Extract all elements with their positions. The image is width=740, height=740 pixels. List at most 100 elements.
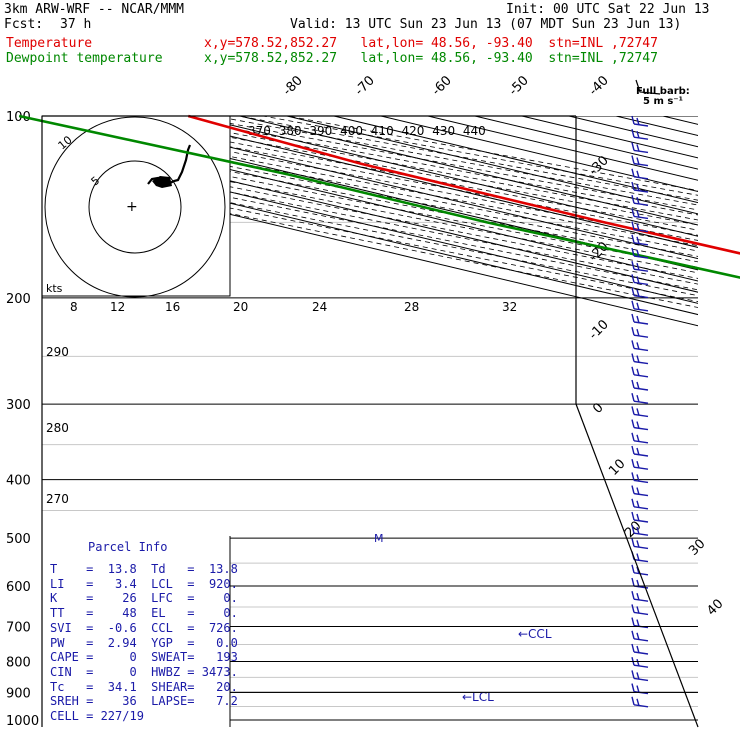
parcel-info-row: TT = 48 EL = 0. [50, 606, 238, 621]
wind-barb [631, 155, 649, 167]
barb-key-label: Full barb: [636, 86, 690, 97]
moist-adiabat [706, 298, 740, 720]
barb-key-icon [635, 79, 661, 95]
series-line-temperature [187, 114, 740, 255]
wind-barb [631, 630, 649, 642]
pressure-label-700: 700 [6, 620, 31, 635]
isotherm [51, 116, 698, 271]
wind-barb [631, 670, 649, 682]
isotherm [427, 116, 698, 181]
wind-barb [631, 379, 649, 391]
pressure-label-800: 800 [6, 655, 31, 670]
isotherm-label: -70 [352, 73, 378, 99]
wind-barb [631, 511, 649, 523]
wind-barb [631, 142, 649, 154]
legend-temperature-name: Temperature [6, 36, 93, 51]
hodograph-speed-label: 12 [110, 300, 125, 314]
wind-barb [631, 340, 649, 352]
wind-barb [631, 498, 649, 510]
theta-label: 270 [46, 492, 69, 506]
isotherm-label: 10 [606, 457, 628, 479]
isotherm [710, 116, 740, 720]
isotherm-label: -60 [429, 73, 455, 99]
wind-barb [631, 696, 649, 708]
isotherm [239, 116, 698, 226]
isotherm [42, 146, 698, 304]
hodograph-speed-label: 8 [70, 300, 78, 314]
isotherm [42, 157, 698, 316]
hodograph-origin-icon: + [126, 199, 138, 215]
legend-temperature-info: x,y=578.52,852.27 lat,lon= 48.56, -93.40… [204, 36, 658, 51]
isotherm-label: 40 [704, 597, 726, 619]
wind-barb [631, 604, 649, 616]
pressure-label-300: 300 [6, 398, 31, 413]
isotherm-label: -50 [506, 73, 532, 99]
wind-barb [631, 459, 649, 470]
wind-barb [631, 538, 649, 550]
wind-barb [631, 287, 649, 299]
hodograph-trace [147, 144, 192, 185]
parcel-info-row: T = 13.8 Td = 13.8 [50, 562, 238, 576]
isotherm [98, 116, 698, 260]
theta-label: 430 [432, 124, 455, 138]
forecast-hours: 37 h [60, 17, 92, 32]
isotherm-label: -30 [586, 153, 612, 179]
dry-adiabat [238, 116, 698, 201]
wind-barb [631, 643, 649, 655]
legend-dewpoint-name: Dewpoint temperature [6, 51, 163, 66]
pressure-label-500: 500 [6, 532, 31, 547]
hodograph-ring-5 [88, 160, 182, 254]
hodograph-speed-label: 32 [502, 300, 517, 314]
wind-barb [631, 313, 649, 325]
isotherm-label: -40 [586, 73, 612, 99]
wind-barb [631, 208, 649, 220]
pressure-label-100: 100 [6, 110, 31, 125]
parcel-m-marker: M [374, 532, 384, 545]
wind-barb [631, 115, 649, 127]
wind-barb [631, 327, 649, 338]
isotherm [286, 116, 698, 215]
dry-adiabat [190, 116, 698, 211]
isotherm [42, 169, 698, 327]
wind-barb [631, 445, 649, 457]
wind-barb [631, 366, 649, 378]
theta-label: 280 [46, 421, 69, 435]
wind-barb [631, 525, 649, 536]
hodograph-frame [41, 115, 231, 297]
theta-label: 410 [371, 124, 394, 138]
parcel-info-row: SVI = -0.6 CCL = 726. [50, 620, 238, 635]
parcel-info-box [42, 536, 231, 727]
hodograph-speed-label: 16 [165, 300, 180, 314]
hodograph-speed-label: 20 [233, 300, 248, 314]
wind-barb [631, 234, 649, 246]
lcl-marker: ←LCL [462, 690, 494, 704]
hodograph-speed-label: 24 [312, 300, 327, 314]
theta-label: 290 [46, 345, 69, 359]
wind-barb [631, 247, 649, 259]
wind-barb [631, 168, 649, 180]
theta-label: 420 [402, 124, 425, 138]
isotherm-label: 0 [590, 400, 606, 416]
wind-barb [631, 591, 649, 602]
init-time: Init: 00 UTC Sat 22 Jun 13 [506, 2, 710, 17]
parcel-info-row: CIN = 0 HWBZ = 3473. [50, 664, 238, 679]
wind-barb [631, 129, 649, 140]
wind-barb [631, 393, 649, 404]
pressure-label-1000: 1000 [6, 714, 39, 729]
isotherm [145, 116, 698, 248]
parcel-info-row: K = 26 LFC = 0. [50, 591, 238, 606]
wind-barb [631, 472, 649, 484]
valid-time: Valid: 13 UTC Sun 23 Jun 13 (07 MDT Sun … [290, 17, 682, 32]
forecast-label: Fcst: [4, 17, 44, 32]
pressure-label-400: 400 [6, 474, 31, 489]
parcel-info-title: Parcel Info [88, 540, 168, 554]
isotherm [521, 116, 698, 159]
wind-barb [631, 353, 649, 365]
isotherm-label: -10 [586, 317, 612, 343]
theta-label: 380 [279, 124, 302, 138]
hodograph [41, 115, 231, 298]
isotherm-label: -20 [586, 239, 612, 265]
hodograph-speed-label: 28 [404, 300, 419, 314]
parcel-info-row: SREH = 36 LAPSE= 7.2 [50, 694, 238, 709]
